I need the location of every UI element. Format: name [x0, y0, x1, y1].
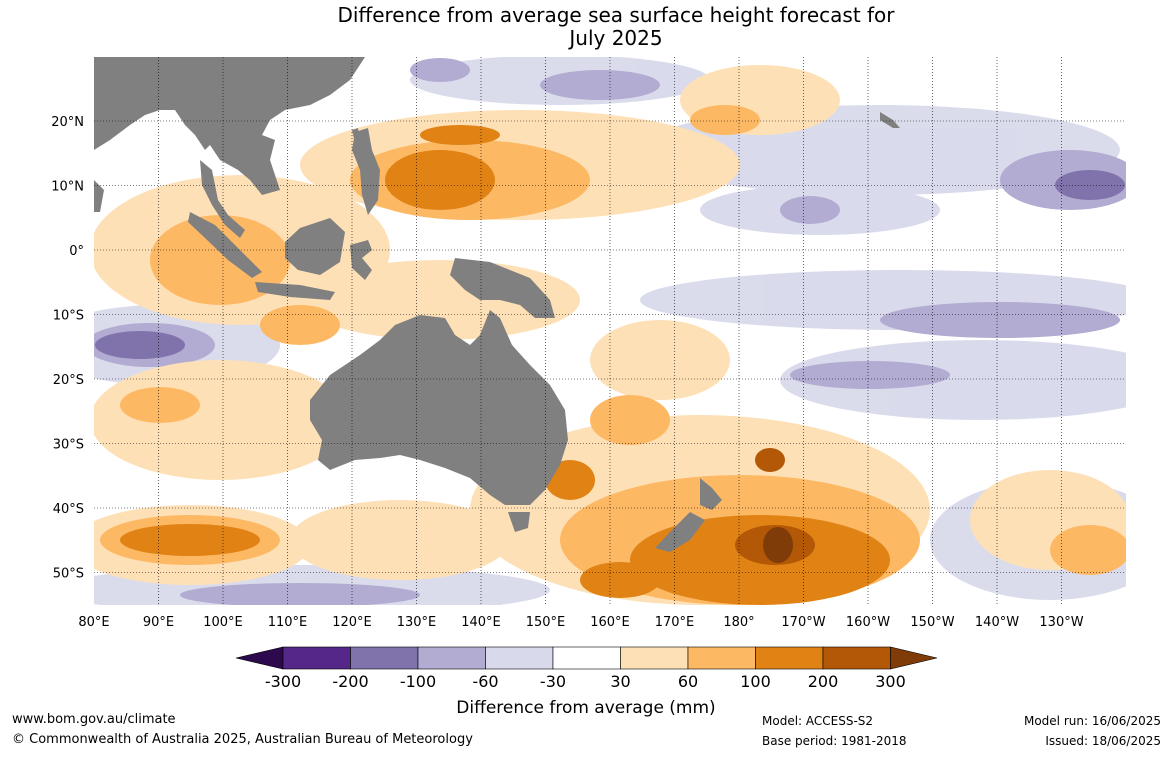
- colorbar: [235, 646, 938, 670]
- colorbar-swatch: [822, 646, 891, 670]
- colorbar-swatch: [687, 646, 756, 670]
- colorbar-swatch: [282, 646, 351, 670]
- colorbar-extend-low: [235, 646, 284, 670]
- longitude-label: 90°E: [143, 615, 174, 630]
- longitude-label: 150°W: [910, 615, 954, 630]
- longitude-label: 180°: [723, 615, 754, 630]
- colorbar-swatch: [755, 646, 824, 670]
- longitude-label: 100°E: [203, 615, 243, 630]
- model-run-date: Model run: 16/06/2025: [1023, 714, 1161, 728]
- colorbar-tick-label: 30: [610, 672, 630, 691]
- graticule: [94, 57, 1126, 605]
- colorbar-title: Difference from average (mm): [456, 698, 715, 718]
- longitude-label: 140°E: [461, 615, 501, 630]
- longitude-label: 130°E: [397, 615, 437, 630]
- website-url: www.bom.gov.au/climate: [12, 712, 176, 727]
- anomaly-field: [94, 57, 1126, 605]
- colorbar-swatch: [552, 646, 621, 670]
- colorbar-tick-label: 100: [740, 672, 771, 691]
- base-period: Base period: 1981-2018: [762, 734, 907, 748]
- colorbar-swatch: [620, 646, 689, 670]
- issued-date: Issued: 18/06/2025: [1045, 734, 1161, 748]
- model-name: Model: ACCESS-S2: [762, 714, 874, 728]
- longitude-label: 160°E: [590, 615, 630, 630]
- colorbar-swatch: [417, 646, 486, 670]
- latitude-label: 50°S: [53, 567, 84, 582]
- longitude-label: 130°W: [1039, 615, 1083, 630]
- colorbar-tick-label: 60: [678, 672, 698, 691]
- latitude-labels: 20°N 10°N 0° 10°S 20°S 30°S 40°S 50°S: [51, 115, 84, 582]
- colorbar-tick-label: -200: [332, 672, 368, 691]
- latitude-label: 20°N: [51, 115, 84, 130]
- longitude-label: 160°W: [846, 615, 890, 630]
- colorbar-tick-label: -100: [400, 672, 436, 691]
- colorbar-swatch: [485, 646, 554, 670]
- latitude-label: 30°S: [53, 438, 84, 453]
- longitude-label: 170°E: [655, 615, 695, 630]
- colorbar-tick-label: -300: [265, 672, 301, 691]
- colorbar-swatch: [350, 646, 419, 670]
- copyright-text: © Commonwealth of Australia 2025, Austra…: [12, 732, 473, 747]
- latitude-label: 10°S: [53, 309, 84, 324]
- longitude-labels: 80°E 90°E 100°E 110°E 120°E 130°E 140°E 150°E 16…: [78, 615, 1083, 630]
- longitude-label: 150°E: [526, 615, 566, 630]
- latitude-label: 20°S: [53, 373, 84, 388]
- colorbar-tick-labels: -300 -200 -100 -60 -30 30 60 100 200 300: [265, 672, 906, 691]
- longitude-label: 80°E: [78, 615, 109, 630]
- longitude-label: 170°W: [781, 615, 825, 630]
- map-title-line1: Difference from average sea surface heig…: [337, 3, 895, 27]
- colorbar-tick-label: 200: [808, 672, 839, 691]
- colorbar-tick-label: -60: [472, 672, 498, 691]
- map-title: Difference from average sea surface heig…: [0, 4, 1173, 50]
- latitude-label: 10°N: [51, 180, 84, 195]
- land: [94, 57, 900, 552]
- longitude-label: 110°E: [268, 615, 308, 630]
- latitude-label: 40°S: [53, 502, 84, 517]
- longitude-label: 120°E: [332, 615, 372, 630]
- map-title-line2: July 2025: [569, 26, 663, 50]
- colorbar-tick-label: -30: [540, 672, 566, 691]
- colorbar-tick-label: 300: [875, 672, 906, 691]
- latitude-label: 0°: [69, 244, 84, 259]
- colorbar-extend-high: [890, 646, 938, 670]
- longitude-label: 140°W: [975, 615, 1019, 630]
